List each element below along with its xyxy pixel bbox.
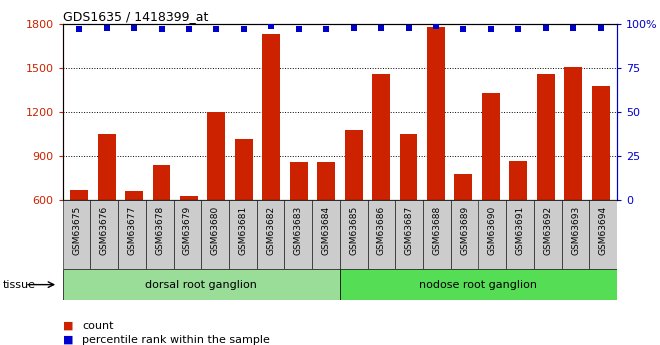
Bar bbox=[284, 200, 312, 269]
Text: percentile rank within the sample: percentile rank within the sample bbox=[82, 335, 271, 345]
Bar bbox=[90, 200, 118, 269]
Bar bbox=[564, 67, 582, 288]
Point bbox=[486, 27, 496, 32]
Bar bbox=[201, 200, 229, 269]
Point bbox=[129, 25, 139, 30]
Bar bbox=[427, 27, 445, 288]
Point bbox=[74, 27, 84, 32]
Text: dorsal root ganglion: dorsal root ganglion bbox=[145, 280, 257, 289]
Bar bbox=[180, 196, 198, 288]
Bar bbox=[482, 93, 500, 288]
Text: GSM63693: GSM63693 bbox=[571, 206, 580, 255]
Point bbox=[156, 27, 167, 32]
Bar bbox=[98, 134, 115, 288]
Text: nodose root ganglion: nodose root ganglion bbox=[420, 280, 537, 289]
Text: GSM63691: GSM63691 bbox=[515, 206, 525, 255]
Point bbox=[595, 25, 606, 30]
Bar bbox=[257, 200, 284, 269]
Text: GSM63684: GSM63684 bbox=[321, 206, 331, 255]
Bar bbox=[510, 160, 527, 288]
Bar bbox=[229, 200, 257, 269]
Text: GSM63683: GSM63683 bbox=[294, 206, 303, 255]
Text: GDS1635 / 1418399_at: GDS1635 / 1418399_at bbox=[63, 10, 208, 23]
Point bbox=[102, 25, 112, 30]
Bar bbox=[395, 200, 423, 269]
Text: GSM63677: GSM63677 bbox=[127, 206, 137, 255]
Bar bbox=[146, 200, 174, 269]
Point bbox=[238, 27, 249, 32]
Point bbox=[266, 23, 277, 29]
Point bbox=[348, 25, 359, 30]
Bar bbox=[592, 86, 610, 288]
Point bbox=[431, 23, 442, 29]
Bar bbox=[423, 200, 451, 269]
Bar bbox=[368, 200, 395, 269]
Text: tissue: tissue bbox=[3, 280, 36, 289]
Point bbox=[376, 25, 386, 30]
Bar bbox=[340, 200, 368, 269]
Bar bbox=[235, 138, 253, 288]
Bar bbox=[152, 165, 170, 288]
Point bbox=[541, 25, 551, 30]
Bar bbox=[562, 200, 589, 269]
Text: GSM63676: GSM63676 bbox=[100, 206, 109, 255]
Text: count: count bbox=[82, 321, 114, 331]
Bar bbox=[478, 200, 506, 269]
Bar bbox=[174, 200, 201, 269]
Point bbox=[513, 27, 523, 32]
Point bbox=[568, 25, 578, 30]
Text: GSM63687: GSM63687 bbox=[405, 206, 414, 255]
Point bbox=[183, 27, 194, 32]
Bar bbox=[372, 74, 390, 288]
Point bbox=[294, 27, 304, 32]
Text: GSM63686: GSM63686 bbox=[377, 206, 386, 255]
Text: GSM63685: GSM63685 bbox=[349, 206, 358, 255]
Text: GSM63680: GSM63680 bbox=[211, 206, 220, 255]
Text: GSM63688: GSM63688 bbox=[432, 206, 442, 255]
Bar bbox=[537, 74, 554, 288]
Bar bbox=[70, 190, 88, 288]
Bar bbox=[451, 200, 478, 269]
Bar bbox=[312, 200, 340, 269]
Text: GSM63692: GSM63692 bbox=[543, 206, 552, 255]
Bar bbox=[589, 200, 617, 269]
Point bbox=[321, 27, 331, 32]
Bar bbox=[125, 191, 143, 288]
Bar bbox=[455, 174, 473, 288]
Text: GSM63681: GSM63681 bbox=[238, 206, 248, 255]
Bar bbox=[207, 112, 225, 288]
Text: GSM63694: GSM63694 bbox=[599, 206, 608, 255]
Bar bbox=[290, 162, 308, 288]
Bar bbox=[506, 200, 534, 269]
Text: GSM63690: GSM63690 bbox=[488, 206, 497, 255]
Text: GSM63679: GSM63679 bbox=[183, 206, 192, 255]
Bar bbox=[345, 130, 362, 288]
Bar bbox=[263, 34, 280, 288]
Bar bbox=[534, 200, 562, 269]
Text: GSM63675: GSM63675 bbox=[72, 206, 81, 255]
Text: GSM63689: GSM63689 bbox=[460, 206, 469, 255]
Bar bbox=[317, 162, 335, 288]
Bar bbox=[118, 200, 146, 269]
Bar bbox=[63, 269, 340, 300]
Bar bbox=[340, 269, 617, 300]
Text: ■: ■ bbox=[63, 335, 73, 345]
Point bbox=[211, 27, 222, 32]
Point bbox=[403, 25, 414, 30]
Bar bbox=[399, 134, 417, 288]
Bar bbox=[63, 200, 90, 269]
Text: ■: ■ bbox=[63, 321, 73, 331]
Text: GSM63678: GSM63678 bbox=[155, 206, 164, 255]
Point bbox=[458, 27, 469, 32]
Text: GSM63682: GSM63682 bbox=[266, 206, 275, 255]
